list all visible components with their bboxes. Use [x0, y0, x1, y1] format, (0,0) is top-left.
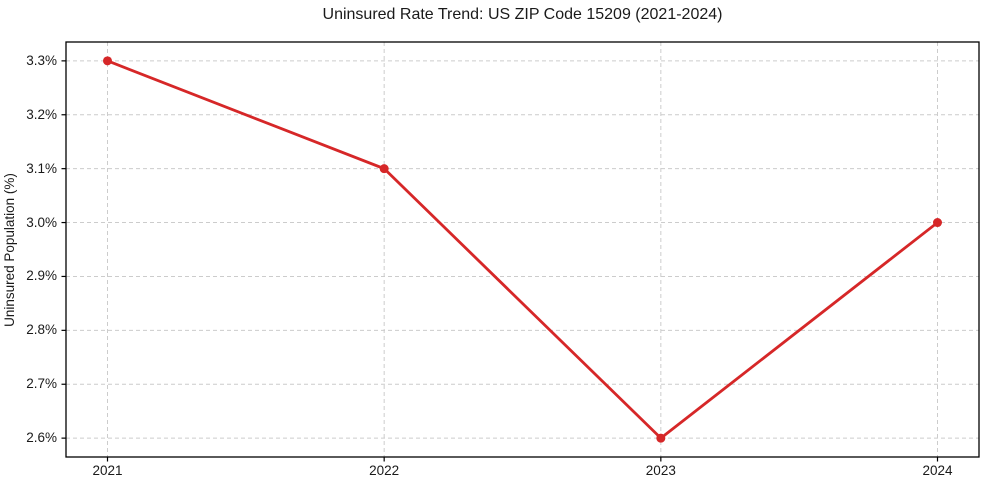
y-tick-label: 3.0%	[26, 214, 57, 230]
y-tick-label: 2.8%	[26, 322, 57, 338]
x-tick-label: 2023	[645, 463, 676, 478]
y-tick-label: 3.2%	[26, 106, 57, 122]
data-point-marker	[933, 218, 942, 228]
y-tick-label: 2.7%	[26, 376, 57, 392]
trend-line-series	[103, 56, 942, 443]
trend-line	[106, 59, 939, 440]
y-tick-label: 3.1%	[26, 160, 57, 176]
gridlines	[66, 42, 979, 457]
x-tick-label: 2022	[369, 463, 400, 478]
y-tick-label: 2.6%	[26, 430, 57, 446]
data-point-marker	[103, 56, 112, 66]
plot-frame	[65, 41, 980, 458]
y-tick-label: 3.3%	[26, 52, 57, 68]
axis-ticks	[61, 60, 939, 462]
y-tick-label: 2.9%	[26, 268, 57, 284]
y-axis-label: Uninsured Population (%)	[2, 173, 17, 327]
x-tick-label: 2021	[92, 463, 123, 478]
chart-title: Uninsured Rate Trend: US ZIP Code 15209 …	[322, 6, 723, 23]
x-tick-label: 2024	[922, 463, 953, 478]
data-point-marker	[656, 433, 666, 443]
data-point-marker	[379, 164, 389, 174]
